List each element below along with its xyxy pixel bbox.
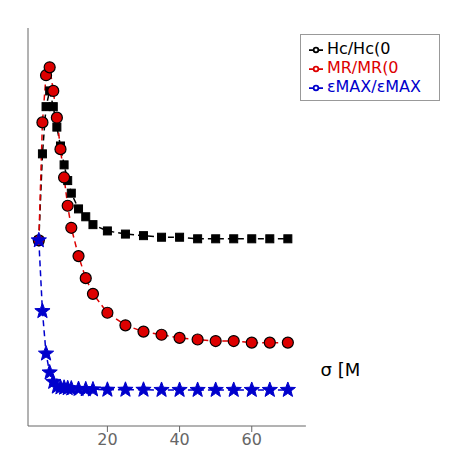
html-text:MR/MR(0: MR/MR(0: [326, 58, 399, 77]
html-text:σ [M: σ [M: [320, 359, 361, 381]
svg-text:40: 40: [169, 430, 189, 449]
html-text:Hc/Hc(0: Hc/Hc(0: [326, 39, 391, 58]
svg-text:60: 60: [242, 430, 262, 449]
html-text:εMAX/εMAX: εMAX/εMAX: [326, 77, 421, 96]
svg-text:20: 20: [97, 430, 117, 449]
